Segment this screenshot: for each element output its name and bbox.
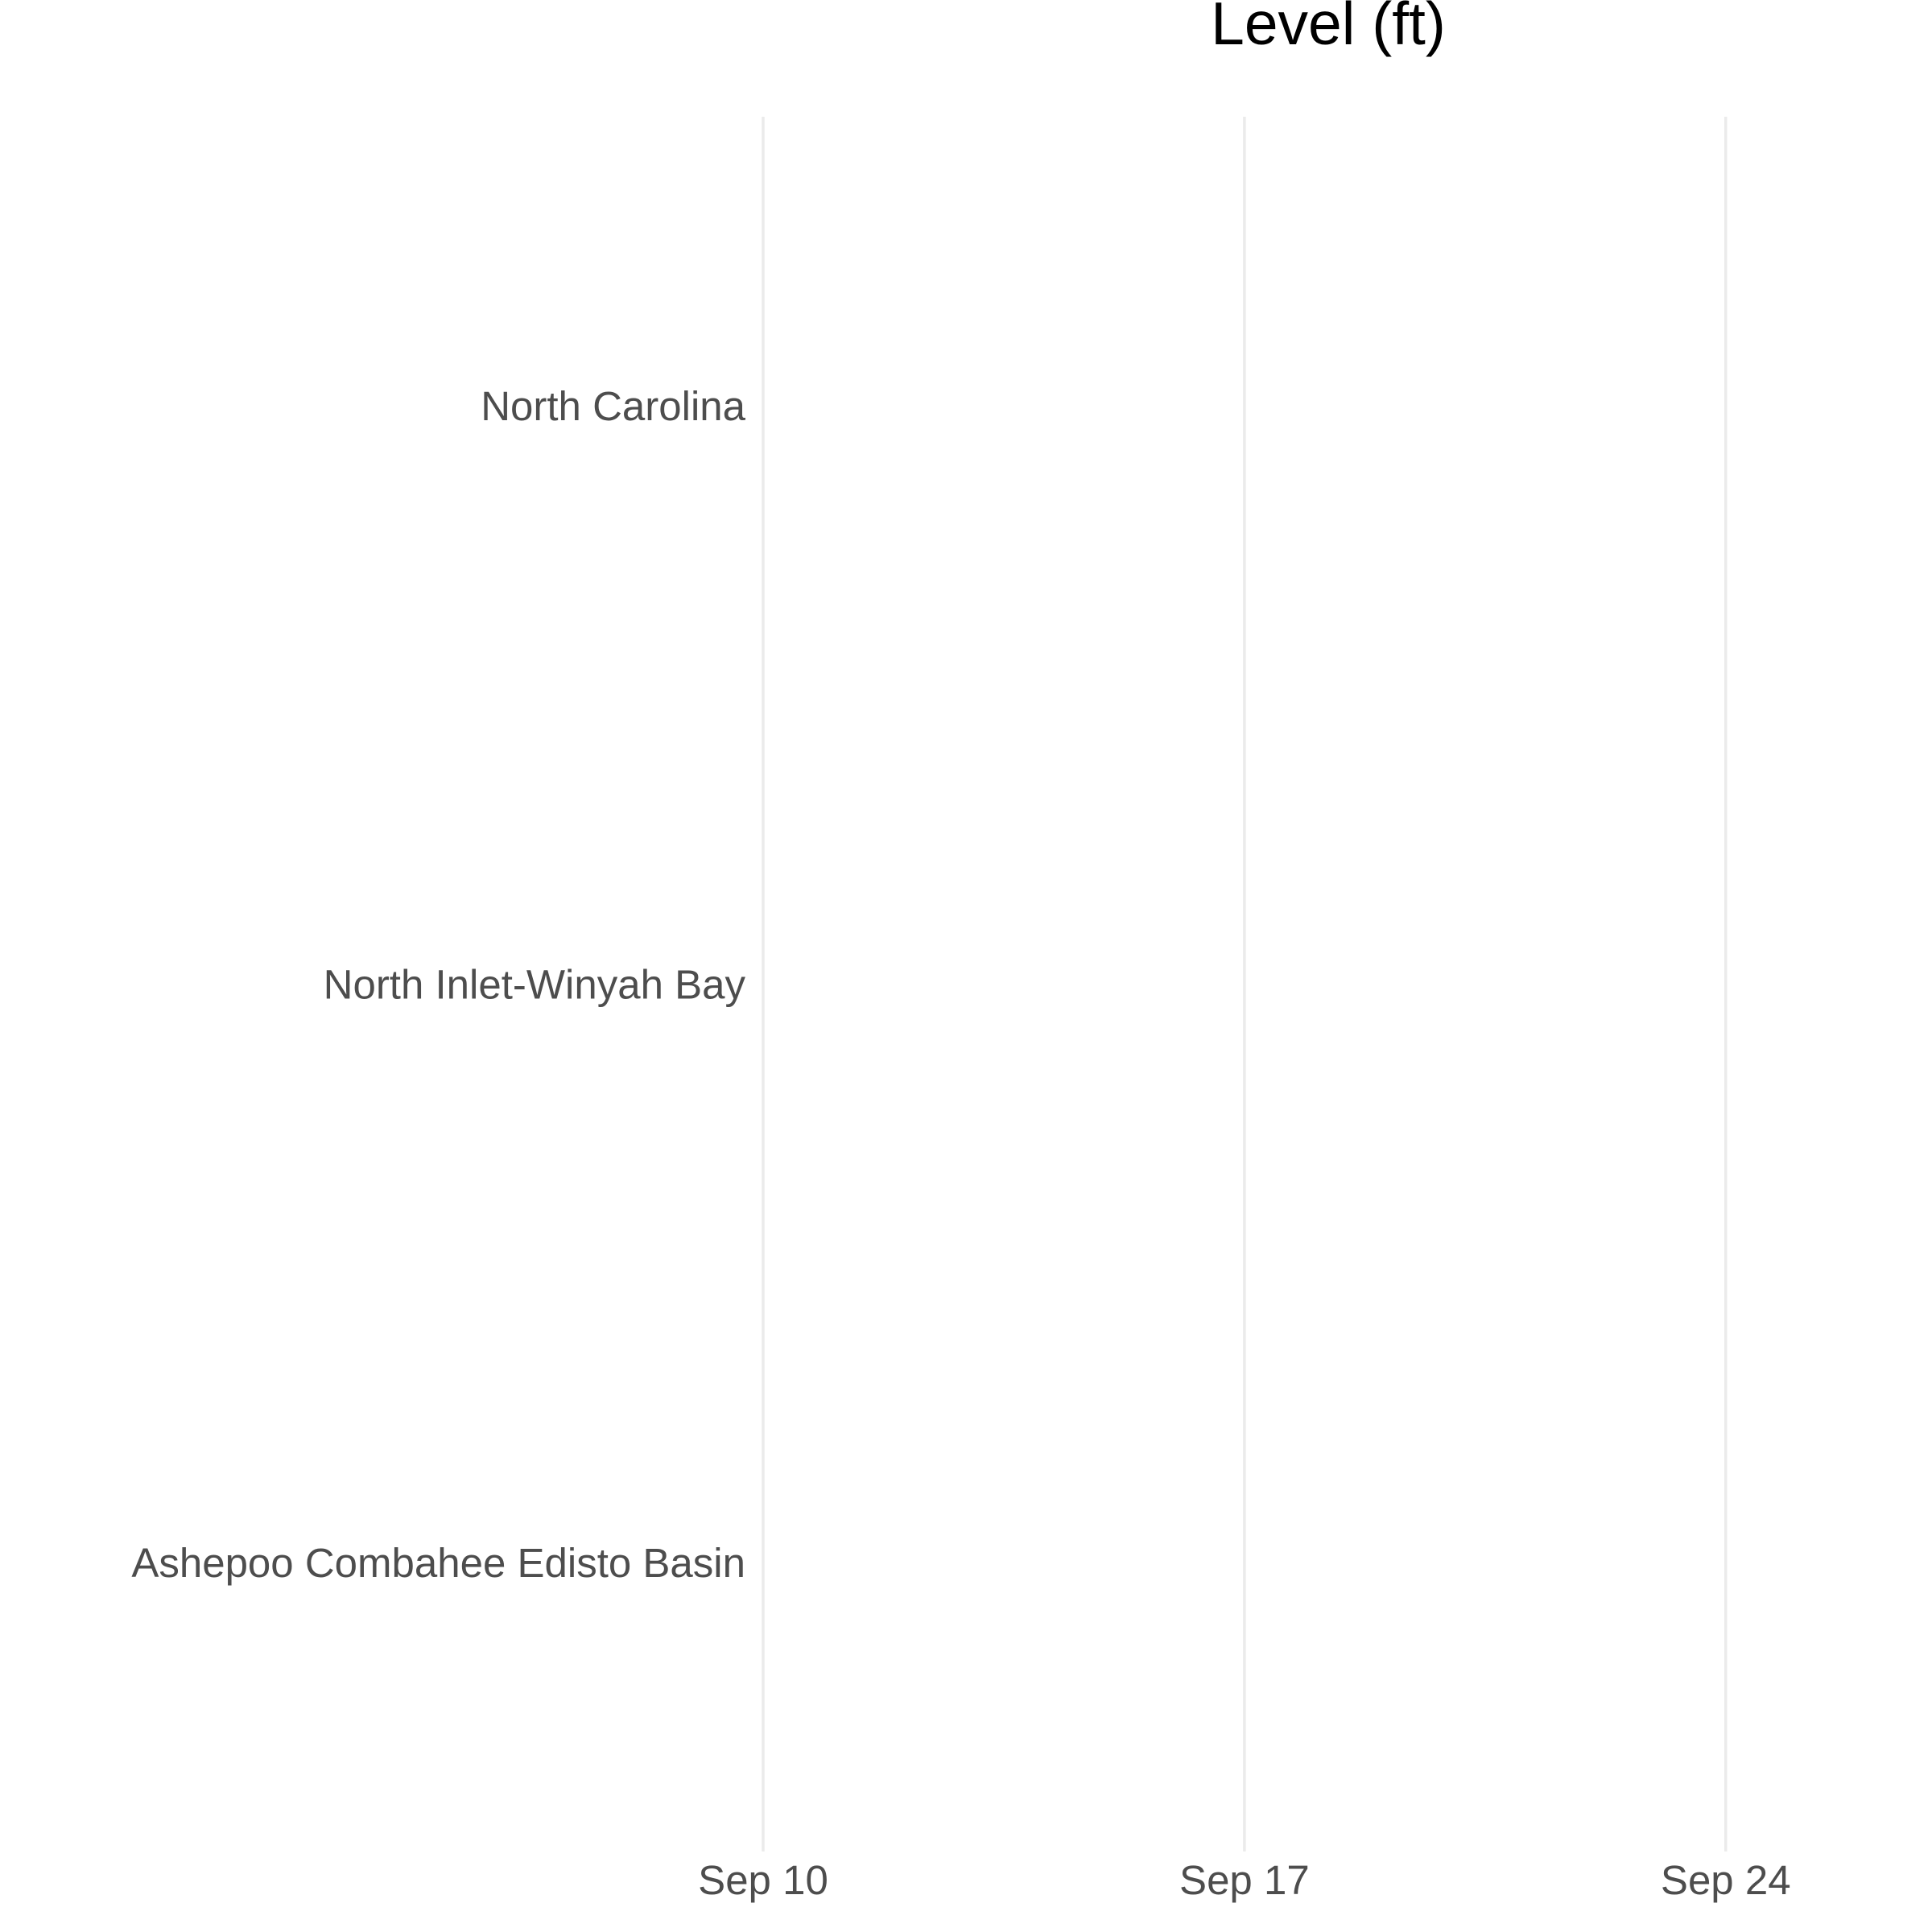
x-tick-label: Sep 17 xyxy=(1179,1857,1310,1903)
y-tick-label: North Carolina xyxy=(481,383,745,429)
y-tick-label: Ashepoo Combahee Edisto Basin xyxy=(131,1540,745,1586)
chart-title: Level (ft) xyxy=(1211,0,1446,57)
x-axis-labels: Sep 10 Sep 17 Sep 24 xyxy=(698,1857,1790,1903)
gridlines xyxy=(762,117,1728,1852)
y-tick-label: North Inlet-Winyah Bay xyxy=(324,962,746,1008)
y-axis-labels: North Carolina North Inlet-Winyah Bay Ashe… xyxy=(131,383,745,1586)
x-tick-label: Sep 10 xyxy=(698,1857,828,1903)
x-tick-label: Sep 24 xyxy=(1661,1857,1791,1903)
